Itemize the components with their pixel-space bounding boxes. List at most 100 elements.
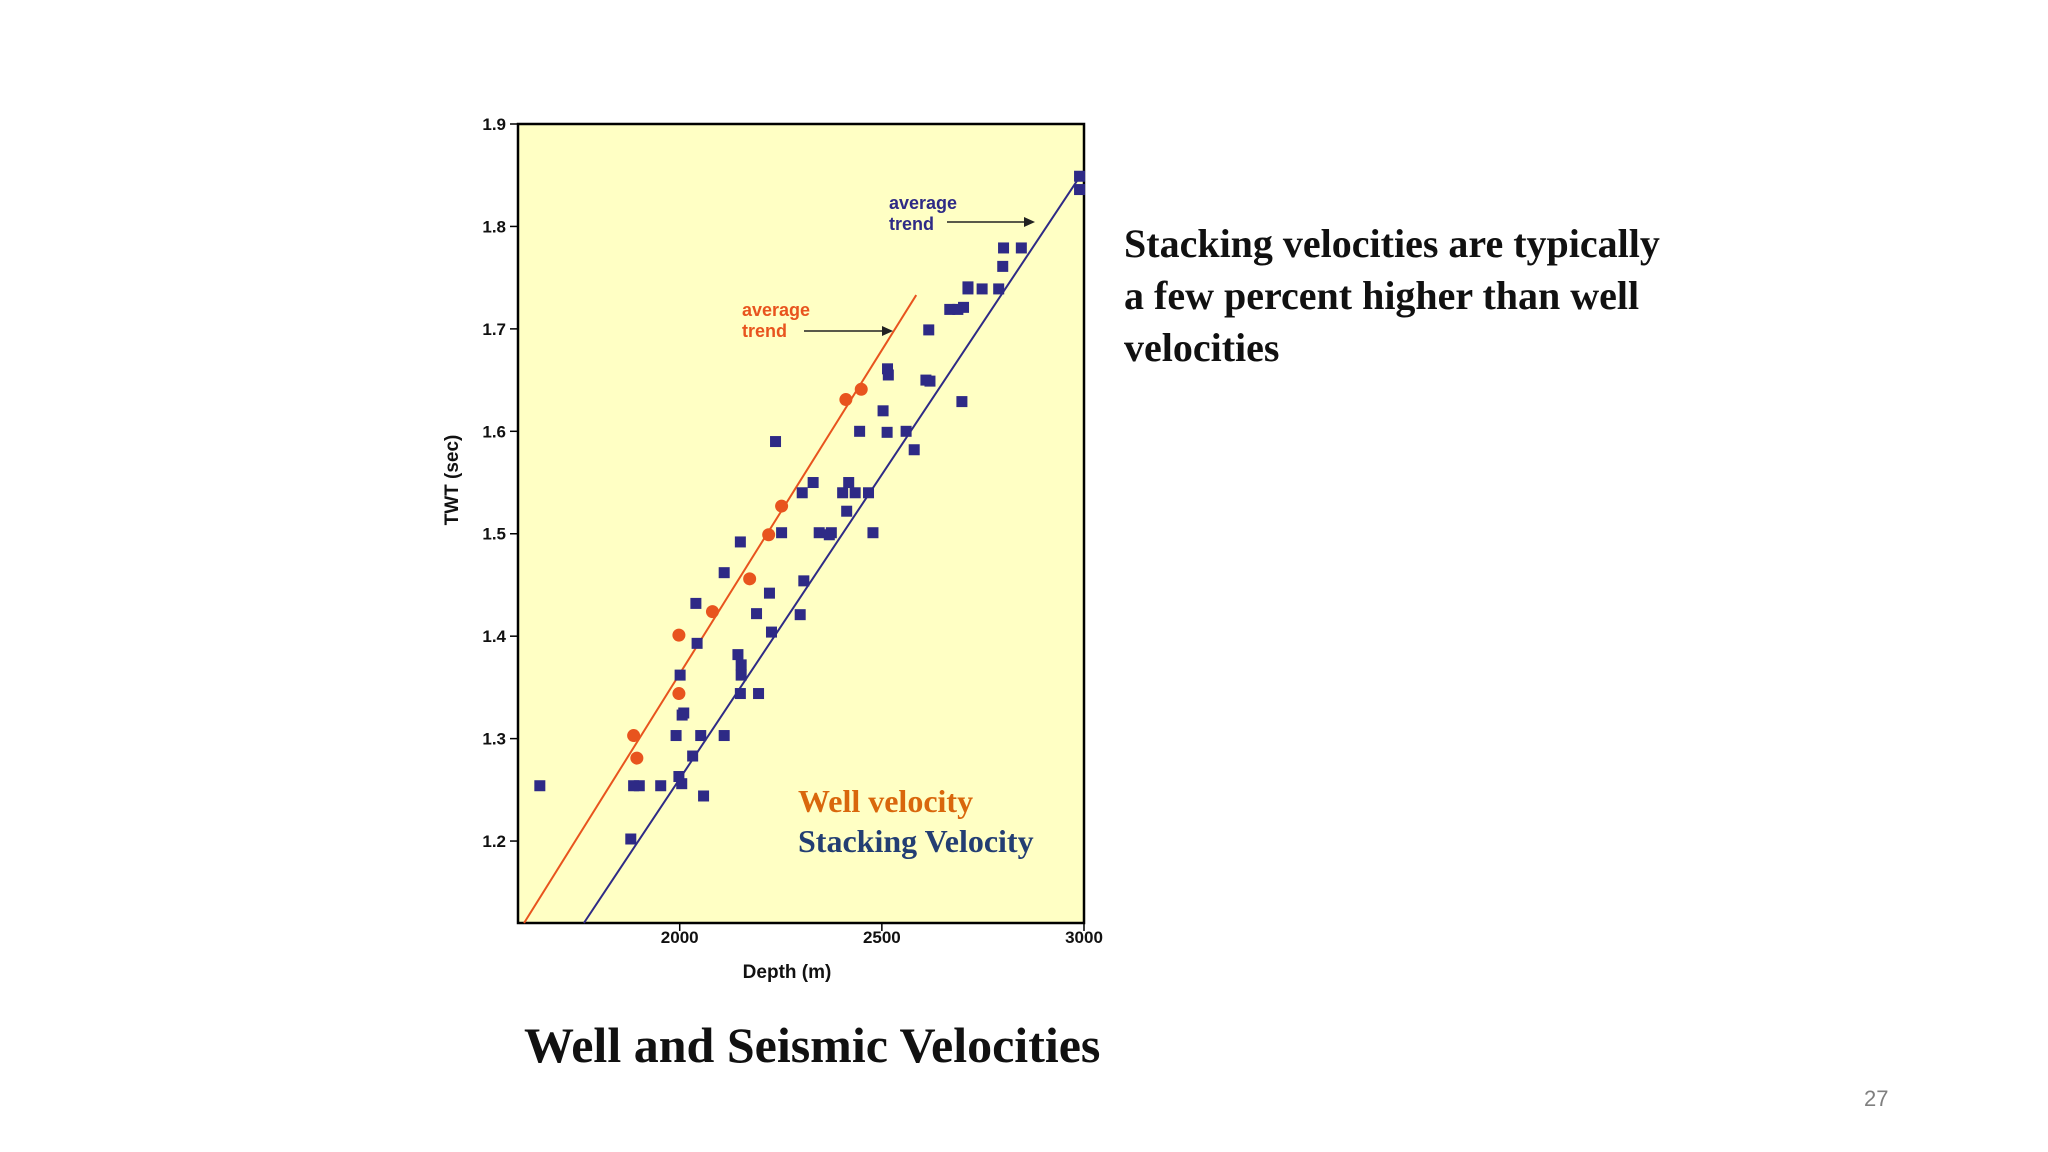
stacking-velocity-point (843, 477, 855, 489)
stacking-velocity-point (837, 487, 849, 499)
y-tick-label: 1.9 (482, 115, 506, 134)
stacking-velocity-point (867, 527, 879, 539)
stacking-velocity-point (924, 375, 936, 387)
stacking-velocity-point (763, 587, 775, 599)
well-velocity-point (839, 393, 853, 407)
stacking-velocity-point (956, 396, 968, 408)
slide-title: Well and Seismic Velocities (524, 1017, 1101, 1073)
page-number: 27 (1864, 1086, 1889, 1111)
stacking-velocity-point (691, 637, 703, 649)
y-tick-label: 1.2 (482, 832, 506, 851)
stacking-velocity-point (633, 780, 645, 792)
stacking-trend-line (583, 174, 1082, 924)
stacking-velocity-point (849, 487, 861, 499)
stacking-velocity-point (676, 778, 688, 790)
well-velocity-point (762, 528, 776, 542)
stacking-velocity-point (776, 527, 788, 539)
well-velocity-point (627, 729, 641, 743)
stacking-velocity-point (958, 301, 970, 313)
data-points (534, 170, 1086, 845)
stacking-velocity-point (882, 363, 894, 375)
stacking-velocity-point (718, 730, 730, 742)
x-tick-label: 2500 (863, 928, 901, 947)
stacking-velocity-point (695, 730, 707, 742)
well-trend-arrowhead (882, 326, 893, 336)
stacking-velocity-point (900, 425, 912, 437)
stacking-velocity-point (655, 780, 667, 792)
well-trend-annotation-line1: average (742, 300, 810, 320)
y-tick-label: 1.5 (482, 525, 506, 544)
y-tick-label: 1.3 (482, 730, 506, 749)
legend-well-velocity: Well velocity (798, 783, 973, 819)
stacking-velocity-point (881, 426, 893, 438)
stacking-velocity-point (952, 303, 964, 315)
stacking-velocity-point (734, 688, 746, 700)
plot-area (516, 122, 1086, 925)
y-tick-label: 1.6 (482, 422, 506, 441)
stacking-velocity-point (993, 283, 1005, 295)
stacking-velocity-point (923, 324, 935, 336)
stacking-velocity-point (998, 242, 1010, 254)
well-velocity-point (743, 572, 757, 586)
well-velocity-point (854, 382, 868, 396)
stacking-velocity-point (670, 730, 682, 742)
stacking-velocity-point (1074, 184, 1086, 196)
stacking-velocity-point (678, 707, 690, 719)
stacking-velocity-point (908, 444, 920, 456)
y-axis-title: TWT (sec) (442, 435, 463, 526)
stacking-velocity-point (628, 780, 640, 792)
stacking-velocity-point (863, 487, 875, 499)
stacking-velocity-point (1074, 170, 1086, 182)
stacking-velocity-point (807, 477, 819, 489)
x-tick-label: 2000 (661, 928, 699, 947)
stacking-velocity-point (625, 833, 637, 845)
stacking-velocity-point (770, 436, 782, 448)
stacking-trend-annotation-line2: trend (889, 214, 934, 234)
side-note: Stacking velocities are typically a few … (1124, 221, 1660, 370)
well-trend-annotation-line2: trend (742, 321, 787, 341)
x-tick-label: 3000 (1065, 928, 1103, 947)
y-tick-label: 1.8 (482, 217, 506, 236)
stacking-velocity-point (1015, 242, 1027, 254)
stacking-trend-arrowhead (1024, 217, 1035, 227)
stacking-velocity-point (690, 597, 702, 609)
stacking-velocity-point (882, 369, 894, 381)
well-velocity-point (775, 499, 789, 513)
well-velocity-point (672, 687, 686, 701)
well-velocity-point (630, 751, 644, 765)
well-velocity-point (672, 628, 686, 642)
y-tick-label: 1.7 (482, 320, 506, 339)
stacking-velocity-point (718, 567, 730, 579)
stacking-trend-annotation-line1: average (889, 193, 957, 213)
stacking-velocity-point (794, 609, 806, 621)
x-axis-title: Depth (m) (743, 962, 832, 983)
stacking-velocity-point (962, 281, 974, 293)
stacking-velocity-point (698, 790, 710, 802)
stacking-velocity-point (997, 260, 1009, 272)
well-velocity-point (705, 605, 719, 619)
stacking-velocity-point (674, 669, 686, 681)
stacking-velocity-point (944, 303, 956, 315)
stacking-velocity-point (765, 626, 777, 638)
stacking-velocity-point (673, 771, 685, 783)
stacking-velocity-point (976, 283, 988, 295)
stacking-velocity-point (825, 527, 837, 539)
stacking-velocity-point (751, 608, 763, 620)
stacking-velocity-point (534, 780, 546, 792)
stacking-velocity-point (854, 425, 866, 437)
stacking-velocity-point (813, 527, 825, 539)
axis-ticks: 1.2 1.3 1.4 1.5 1.6 1.7 1.8 1.9 2000 2500 3000 (482, 115, 1103, 947)
stacking-velocity-point (841, 505, 853, 517)
stacking-velocity-point (735, 659, 747, 671)
stacking-velocity-point (687, 750, 699, 762)
stacking-velocity-point (734, 536, 746, 548)
stacking-velocity-point (798, 575, 810, 587)
stacking-velocity-point (796, 487, 808, 499)
stacking-velocity-point (753, 688, 765, 700)
y-tick-label: 1.4 (482, 627, 506, 646)
stacking-velocity-point (877, 405, 889, 417)
stacking-velocity-point (732, 649, 744, 661)
stacking-velocity-point (735, 669, 747, 681)
legend-stacking-velocity: Stacking Velocity (798, 823, 1034, 859)
